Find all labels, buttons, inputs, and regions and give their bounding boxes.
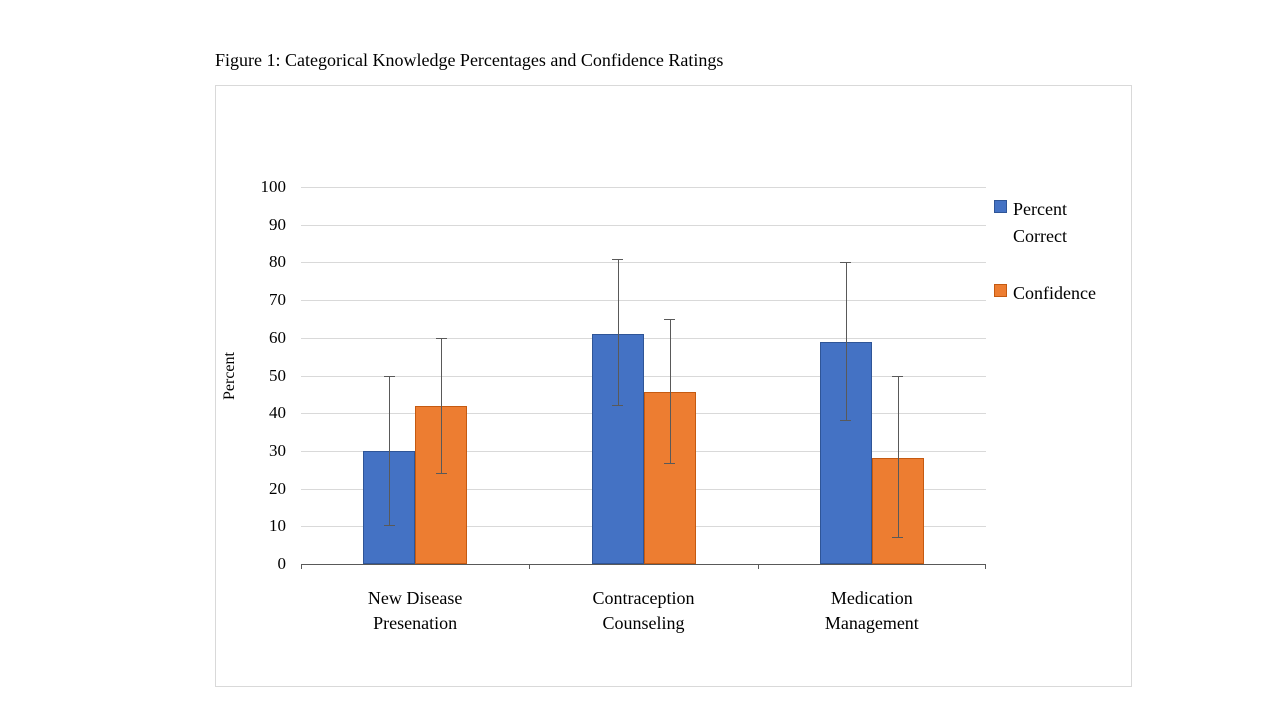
error-bar-cap-bottom: [435, 472, 447, 474]
error-bar-cap-top: [892, 375, 904, 377]
legend: Percent Correct Confidence: [994, 196, 1101, 307]
category-label: New Disease Presenation: [367, 588, 463, 634]
y-tick-label: 0: [277, 554, 287, 573]
chart-title: Figure 1: Categorical Knowledge Percenta…: [215, 50, 724, 70]
y-tick-label: 20: [269, 478, 286, 498]
error-bar-line: [669, 318, 671, 465]
legend-label: Percent Correct: [1013, 199, 1067, 246]
error-bar-cap-top: [664, 318, 675, 320]
error-bar-cap-bottom: [612, 404, 623, 406]
legend-swatch: [994, 284, 1007, 297]
error-bar-line: [845, 262, 847, 421]
y-tick-label: 40: [269, 403, 286, 423]
y-tick-label: 100: [260, 177, 287, 196]
error-bar: [435, 337, 447, 474]
gridline: [301, 337, 986, 339]
error-bar-cap-bottom: [383, 525, 395, 527]
error-bar: [664, 318, 675, 465]
legend-item: Confidence: [994, 280, 1101, 307]
x-tick-mark: [529, 564, 531, 569]
x-tick-mark: [757, 564, 759, 569]
error-bar-cap-bottom: [840, 419, 852, 421]
x-tick-mark: [985, 564, 986, 569]
error-bar-cap-bottom: [892, 536, 904, 538]
y-tick-label: 60: [269, 327, 286, 347]
plot-area: [301, 187, 986, 569]
gridline: [301, 224, 986, 226]
error-bar-line: [389, 375, 391, 527]
gridline: [301, 375, 986, 377]
error-bar-cap-bottom: [664, 463, 675, 465]
category-label: Contraception Counseling: [592, 588, 695, 634]
x-tick-mark: [301, 564, 302, 569]
legend-swatch: [994, 200, 1007, 213]
error-bar-cap-top: [383, 375, 395, 377]
error-bar-cap-top: [840, 262, 852, 264]
error-bar-line: [617, 258, 619, 406]
legend-label: Confidence: [1013, 283, 1096, 303]
gridline: [301, 262, 986, 264]
error-bar: [383, 375, 395, 527]
error-bar-cap-top: [435, 337, 447, 339]
y-tick-label: 30: [269, 440, 286, 460]
chart-frame: Percent 0 10 20 30 40 50 60 70 80 90 100 New Disea…: [215, 85, 1132, 687]
y-tick-label: 50: [269, 365, 286, 385]
y-tick-label: 70: [269, 290, 286, 310]
y-tick-label: 90: [269, 214, 286, 234]
y-tick-label: 10: [269, 516, 286, 536]
error-bar: [892, 375, 904, 538]
error-bar-cap-top: [612, 258, 623, 260]
legend-item: Percent Correct: [994, 196, 1101, 250]
y-tick-label: 80: [269, 252, 286, 272]
category-label: Medication Management: [824, 588, 919, 634]
error-bar: [612, 258, 623, 406]
gridline: [301, 187, 986, 188]
gridline: [301, 300, 986, 302]
error-bar-line: [897, 375, 899, 538]
error-bar-line: [441, 337, 443, 474]
error-bar: [840, 262, 852, 421]
x-axis-line: [301, 564, 986, 565]
